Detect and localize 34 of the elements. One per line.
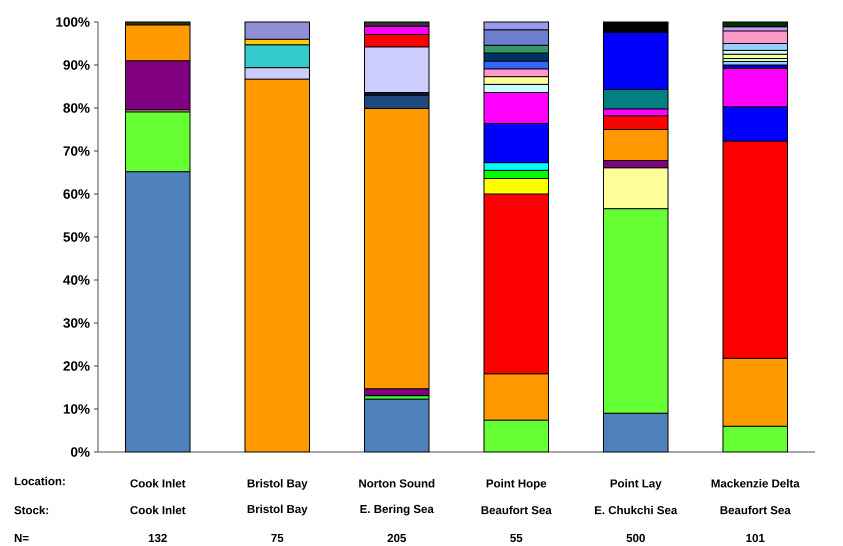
text: Stock: <box>14 506 48 514</box>
text: Cook Inlet <box>130 506 186 514</box>
text: Bristol Bay <box>248 504 308 516</box>
x-tick-label: Mackenzie Delta <box>712 479 800 488</box>
y-tick-label: 10% <box>64 404 90 414</box>
text: 132 <box>148 534 167 542</box>
y-tick-label: 30% <box>63 318 90 328</box>
y-tick-label: 40% <box>63 275 90 285</box>
text: E. Chukchi Sea <box>594 506 678 514</box>
text: 55 <box>510 534 522 542</box>
x-tick-label: Cook Inlet <box>130 479 186 488</box>
text: 205 <box>388 534 406 542</box>
y-tick-label: 0% <box>70 447 90 457</box>
y-tick-label: 100% <box>56 17 90 27</box>
text: 500 <box>626 534 645 542</box>
text: N= <box>14 534 29 542</box>
text: Beaufort Sea <box>482 506 552 514</box>
x-tick-label: Point Hope <box>486 479 546 490</box>
text: Beaufort Sea <box>720 506 791 514</box>
y-tick-label: 20% <box>63 361 90 371</box>
text: Location: <box>14 476 65 486</box>
x-tick-label: Bristol Bay <box>248 479 308 490</box>
bar <box>364 398 430 452</box>
text: 101 <box>746 534 765 542</box>
y-tick-label: 60% <box>63 189 90 199</box>
y-tick-label: 50% <box>63 232 90 242</box>
bar <box>722 21 788 28</box>
x-tick-label: Point Lay <box>610 479 662 490</box>
y-tick-label: 80% <box>63 103 90 113</box>
x-tick-label: Norton Sound <box>359 479 434 488</box>
text: 75 <box>271 534 284 542</box>
y-tick-label: 70% <box>64 146 90 156</box>
y-tick-label: 90% <box>63 60 90 70</box>
text: E. Bering Sea <box>360 504 434 516</box>
